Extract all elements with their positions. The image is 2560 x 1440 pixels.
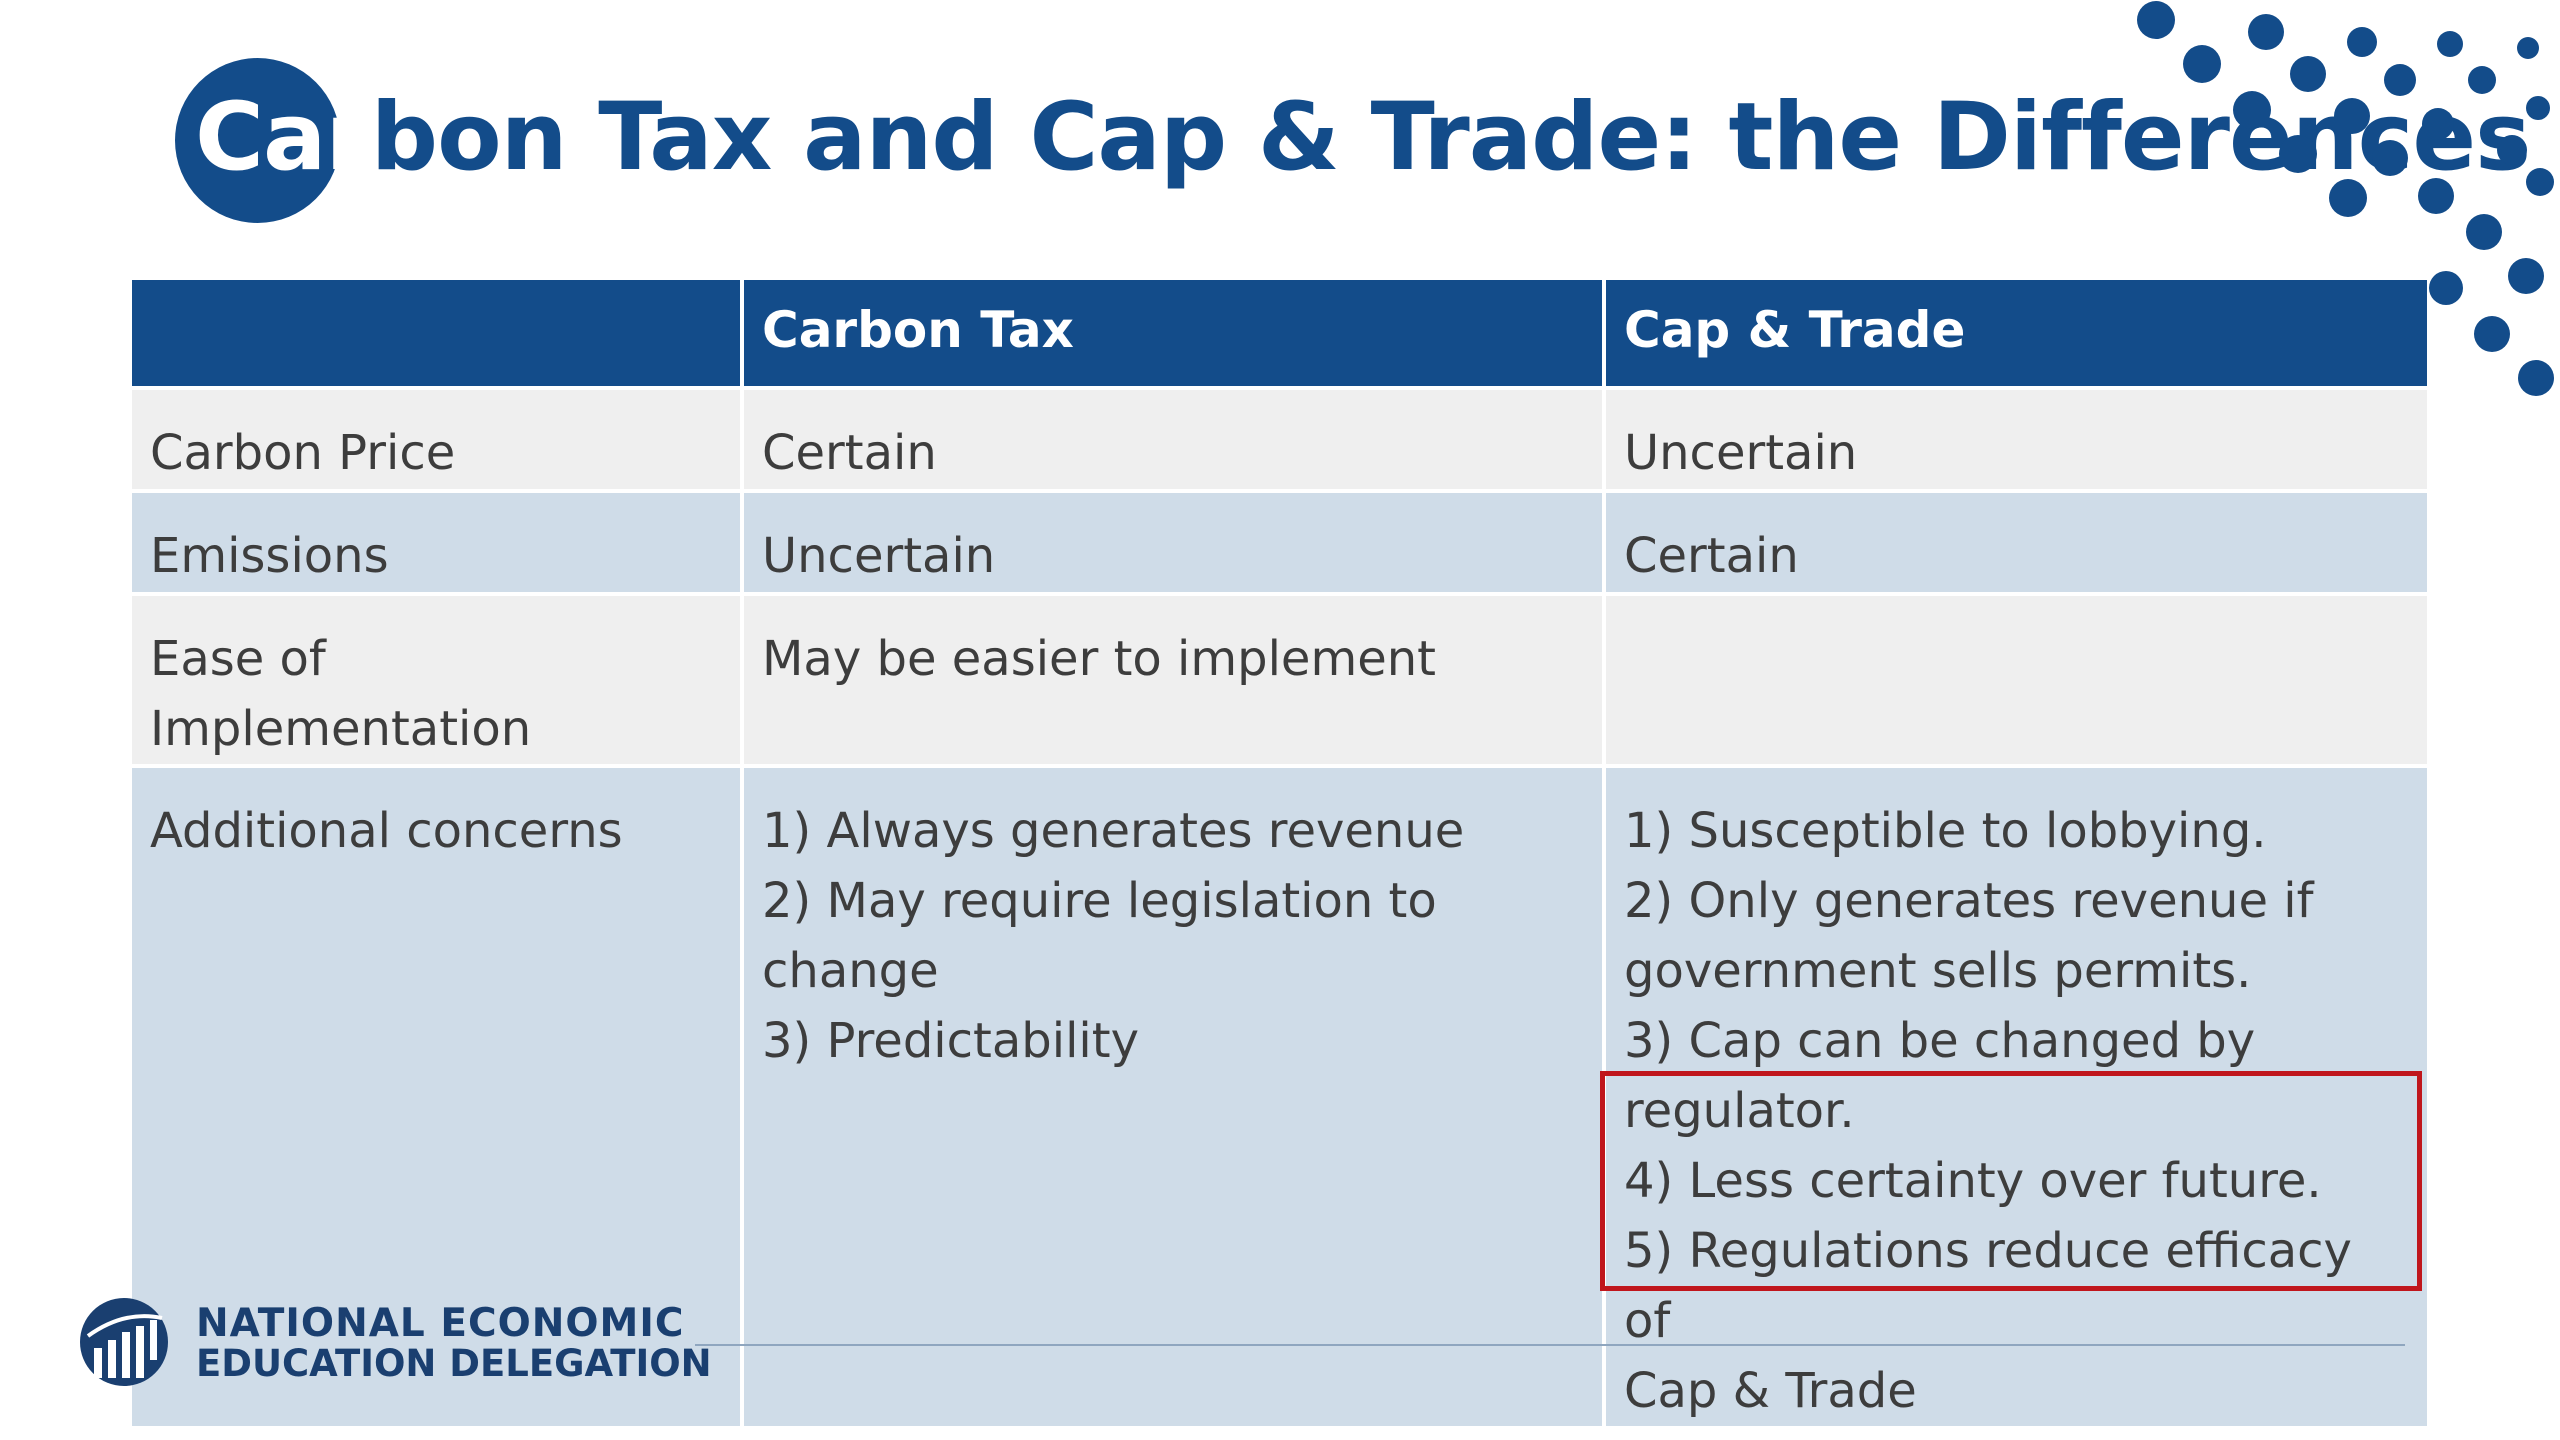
- concern-line: 3) Predictability: [762, 1013, 1139, 1069]
- header-empty: [132, 280, 744, 390]
- org-name-line1: NATIONAL ECONOMIC: [196, 1301, 685, 1346]
- title-rest-text: bon Tax and Cap & Trade: the Differences: [370, 83, 2531, 192]
- concern-line: 3) Cap can be changed by: [1624, 1013, 2256, 1069]
- row-label: Additional concerns: [132, 766, 744, 1430]
- carbon-tax-cell: Uncertain: [740, 491, 1606, 596]
- concern-line: 1) Susceptible to lobbying.: [1624, 803, 2267, 859]
- row-label: Emissions: [132, 491, 744, 596]
- concern-line: regulator.: [1624, 1083, 1855, 1139]
- concern-line: 5) Regulations reduce efficacy of: [1624, 1223, 2352, 1349]
- cap-trade-concerns: 1) Susceptible to lobbying. 2) Only gene…: [1602, 766, 2427, 1430]
- comparison-table: Carbon Tax Cap & Trade Carbon Price Cert…: [132, 280, 2427, 1430]
- column-chart-globe-icon: [80, 1298, 168, 1386]
- slide-title: Carbon Tax and Cap & Trade: the Differen…: [195, 78, 2531, 198]
- row-label: Ease of Implementation: [132, 594, 744, 768]
- concern-line: 4) Less certainty over future.: [1624, 1153, 2322, 1209]
- header-carbon-tax: Carbon Tax: [740, 280, 1606, 390]
- carbon-tax-cell: May be easier to implement: [740, 594, 1606, 768]
- table-row: Additional concerns 1) Always generates …: [132, 766, 2427, 1430]
- table-row: Ease of Implementation May be easier to …: [132, 594, 2427, 768]
- carbon-tax-concerns: 1) Always generates revenue 2) May requi…: [740, 766, 1606, 1430]
- title-highlight-text: Car: [195, 83, 372, 192]
- organization-name: NATIONAL ECONOMIC EDUCATION DELEGATION: [196, 1304, 712, 1384]
- table-row: Emissions Uncertain Certain: [132, 491, 2427, 596]
- org-name-line2: EDUCATION DELEGATION: [196, 1342, 712, 1385]
- concern-line: change: [762, 943, 939, 999]
- concern-line: 2) May require legislation to: [762, 873, 1437, 929]
- cap-trade-cell: Uncertain: [1602, 388, 2427, 493]
- concern-line: 1) Always generates revenue: [762, 803, 1465, 859]
- concern-line: government sells permits.: [1624, 943, 2252, 999]
- footer-divider: [695, 1344, 2405, 1346]
- highlight-box: [1600, 1071, 2422, 1291]
- title-accent-circle: [175, 58, 340, 223]
- table-row: Carbon Price Certain Uncertain: [132, 388, 2427, 493]
- row-label: Carbon Price: [132, 388, 744, 493]
- concern-line: 2) Only generates revenue if: [1624, 873, 2314, 929]
- header-cap-trade: Cap & Trade: [1602, 280, 2427, 390]
- table-header-row: Carbon Tax Cap & Trade: [132, 280, 2427, 390]
- carbon-tax-cell: Certain: [740, 388, 1606, 493]
- concern-line: Cap & Trade: [1624, 1363, 1917, 1419]
- cap-trade-cell: Certain: [1602, 491, 2427, 596]
- cap-trade-cell: [1602, 594, 2427, 768]
- decorative-dots-icon: [2137, 1, 2554, 396]
